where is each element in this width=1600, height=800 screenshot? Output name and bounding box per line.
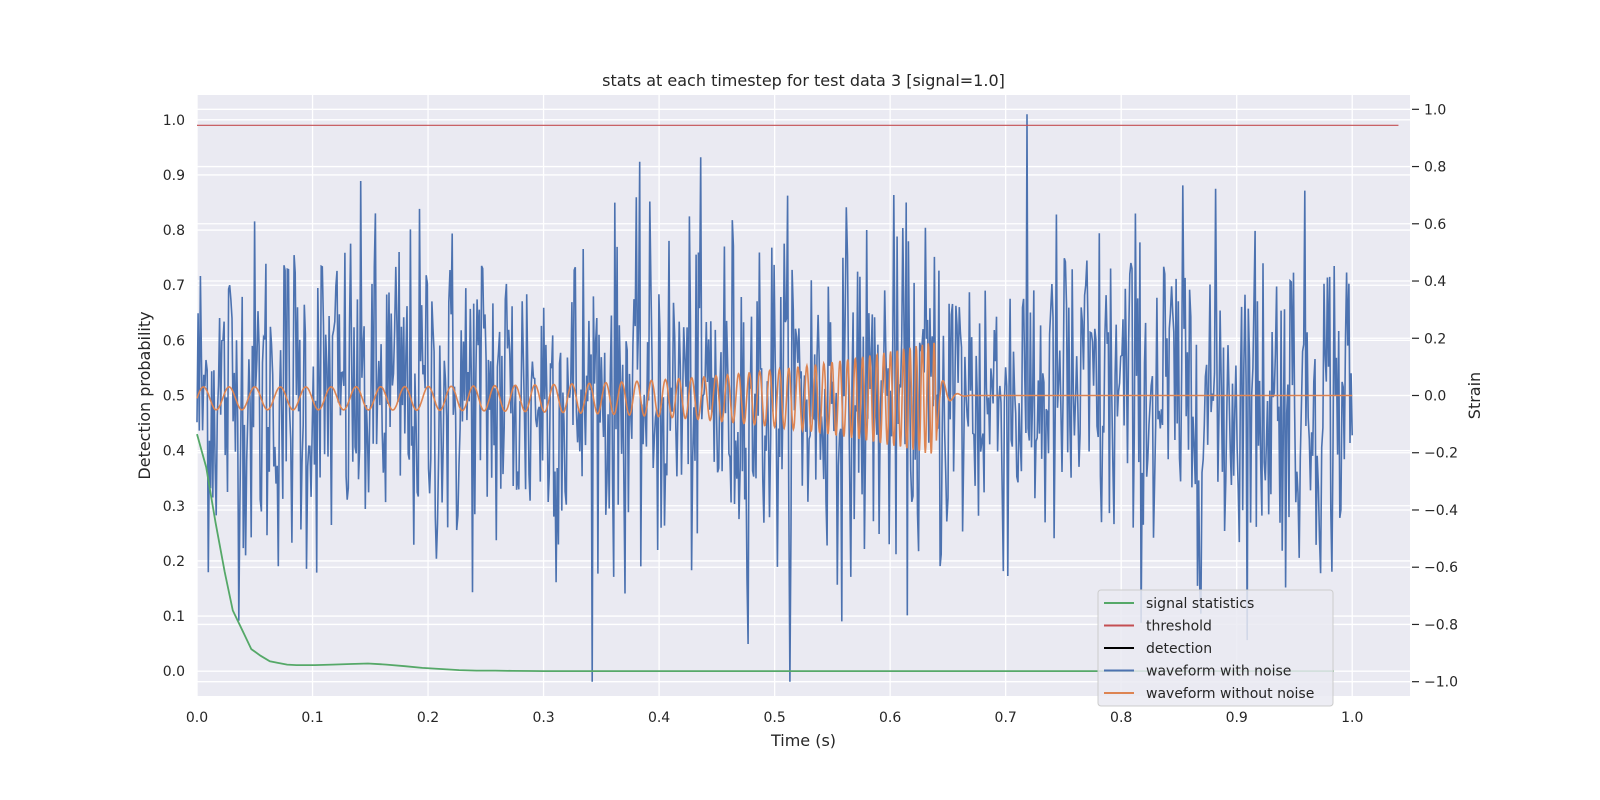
legend: signal statistics threshold detection wavef…: [1097, 589, 1334, 707]
y-axis-left-label: Detection probability: [135, 311, 154, 479]
y-axis-left: 0.0 0.1 0.2 0.3 0.4 0.5 0.6 0.7 0.8 0.9 1.0: [163, 113, 185, 680]
x-tick-label: 0.1: [301, 710, 323, 726]
x-tick-label: 1.0: [1341, 710, 1363, 726]
y-right-tick-label: 0.2: [1424, 331, 1446, 347]
series-waveform-with-noise: [196, 114, 1353, 682]
y-right-tick-label: 0.0: [1424, 389, 1446, 405]
y-right-tick-label: 0.4: [1424, 274, 1446, 290]
y-left-tick-label: 0.6: [163, 333, 185, 349]
plot-lines: [196, 114, 1399, 682]
y-axis-right-label: Strain: [1465, 372, 1484, 419]
x-axis: 0.0 0.1 0.2 0.3 0.4 0.5 0.6 0.7 0.8 0.9 1.0: [186, 710, 1364, 726]
x-tick-label: 0.4: [648, 710, 670, 726]
y-left-tick-label: 0.3: [163, 499, 185, 515]
series-waveform-without-noise: [196, 342, 1353, 454]
y-left-tick-label: 0.2: [163, 554, 185, 570]
x-axis-label: Time (s): [770, 731, 836, 750]
y-right-tick-label: −0.6: [1424, 560, 1458, 576]
x-tick-label: 0.6: [879, 710, 901, 726]
y-left-tick-label: 0.8: [163, 223, 185, 239]
x-tick-label: 0.0: [186, 710, 208, 726]
y-left-tick-label: 0.0: [163, 664, 185, 680]
chart-title: stats at each timestep for test data 3 […: [602, 71, 1005, 90]
y-right-tick-label: −1.0: [1424, 675, 1458, 691]
legend-label: detection: [1146, 641, 1212, 657]
x-tick-label: 0.7: [995, 710, 1017, 726]
y-right-tick-label: 0.6: [1424, 217, 1446, 233]
y-right-tick-label: 0.8: [1424, 160, 1446, 176]
x-tick-label: 0.5: [763, 710, 785, 726]
y-left-tick-label: 1.0: [163, 113, 185, 129]
x-tick-label: 0.3: [532, 710, 554, 726]
y-right-tick-label: −0.4: [1424, 503, 1458, 519]
y-axis-right: −1.0 −0.8 −0.6 −0.4 −0.2 0.0 0.2 0.4 0.6 0.8 1.0: [1412, 102, 1458, 691]
x-tick-label: 0.8: [1110, 710, 1132, 726]
legend-label: waveform without noise: [1146, 686, 1314, 702]
y-right-tick-label: 1.0: [1424, 102, 1446, 118]
x-tick-label: 0.9: [1226, 710, 1248, 726]
series-signal-statistics: [196, 433, 1334, 672]
y-left-tick-label: 0.7: [163, 278, 185, 294]
legend-label: threshold: [1146, 619, 1212, 635]
y-right-tick-label: −0.2: [1424, 446, 1458, 462]
y-left-tick-label: 0.1: [163, 609, 185, 625]
y-left-tick-label: 0.5: [163, 389, 185, 405]
legend-box: [1097, 589, 1334, 707]
x-tick-label: 0.2: [417, 710, 439, 726]
legend-label: signal statistics: [1146, 596, 1254, 612]
legend-label: waveform with noise: [1146, 664, 1291, 680]
y-left-tick-label: 0.4: [163, 444, 185, 460]
y-right-tick-label: −0.8: [1424, 617, 1458, 633]
y-left-tick-label: 0.9: [163, 168, 185, 184]
